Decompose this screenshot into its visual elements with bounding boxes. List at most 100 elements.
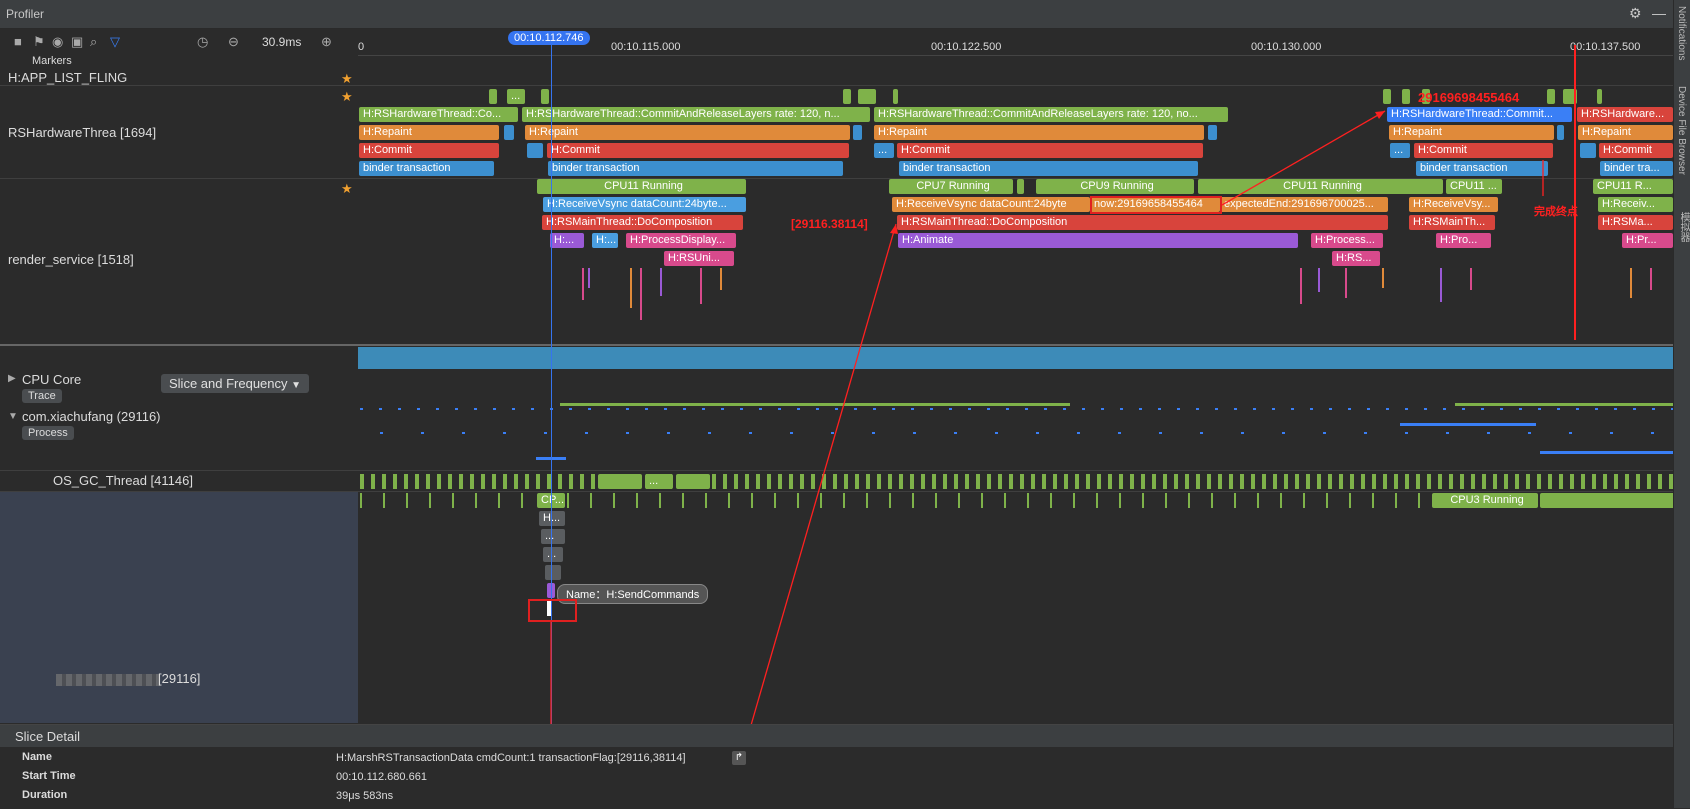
- time-ruler[interactable]: 00:10.112.746 0 00:10.115.000 00:10.122.…: [358, 29, 1673, 56]
- commit-slice[interactable]: H:Commit: [897, 143, 1203, 158]
- fling-mark[interactable]: [893, 89, 898, 104]
- cpu-running-slice[interactable]: CPU11 R...: [1593, 179, 1673, 194]
- rs-commit-slice[interactable]: H:RSHardware...: [1577, 107, 1673, 122]
- do-composition-slice[interactable]: H:RSMainThread::DoComposition: [897, 215, 1388, 230]
- process-slice[interactable]: H:Pro...: [1436, 233, 1491, 248]
- fling-mark[interactable]: [541, 89, 549, 104]
- cpu-running-slice[interactable]: CPU11 ...: [1446, 179, 1502, 194]
- receive-vsync-slice[interactable]: H:ReceiveVsync dataCount:24byte...: [543, 197, 746, 212]
- fling-mark[interactable]: [858, 89, 876, 104]
- time-cursor-line[interactable]: [551, 45, 552, 749]
- gc-running-slice[interactable]: ...: [645, 474, 673, 489]
- cpu-running-slice[interactable]: CPU11 Running: [1198, 179, 1443, 194]
- receive-vsync-slice[interactable]: H:ReceiveVsync dataCount:24byte: [892, 197, 1090, 212]
- rs-commit-slice[interactable]: H:RSHardwareThread::CommitAndReleaseLaye…: [874, 107, 1228, 122]
- gc-running-slice[interactable]: [598, 474, 642, 489]
- rs-uni-slice[interactable]: H:RSUni...: [664, 251, 734, 266]
- do-composition-slice[interactable]: H:RSMainTh...: [1409, 215, 1495, 230]
- fling-mark[interactable]: [1547, 89, 1555, 104]
- repaint-slice[interactable]: H:Repaint: [525, 125, 850, 140]
- repaint-slice[interactable]: H:Repaint: [359, 125, 499, 140]
- rs-slice[interactable]: H:RS...: [1332, 251, 1380, 266]
- cpu-running-slice[interactable]: [1017, 179, 1024, 194]
- small-slice[interactable]: [1208, 125, 1217, 140]
- cpu-running-slice[interactable]: CPU3 Running: [1432, 493, 1538, 508]
- stack-slice[interactable]: [545, 565, 561, 580]
- expand-cpu-core-icon[interactable]: ▶: [8, 373, 16, 384]
- fling-mark[interactable]: [1563, 89, 1577, 104]
- side-tab-device-file-browser[interactable]: Device File Browser: [1676, 86, 1687, 175]
- small-slice[interactable]: [504, 125, 514, 140]
- rs-commit-slice[interactable]: H:RSHardwareThread::Commit...: [1387, 107, 1572, 122]
- cpu-core-mode-select[interactable]: Slice and Frequency ▼: [161, 374, 310, 393]
- commit-slice[interactable]: H:Commit: [359, 143, 499, 158]
- reset-zoom-icon[interactable]: ◷: [197, 34, 209, 49]
- capture-icon[interactable]: ◉: [52, 34, 64, 49]
- fling-mark[interactable]: [1597, 89, 1602, 104]
- binder-slice[interactable]: binder tra...: [1600, 161, 1673, 176]
- cpu-running-slice[interactable]: CPU7 Running: [889, 179, 1013, 194]
- star-icon[interactable]: ★: [341, 71, 353, 86]
- do-composition-slice[interactable]: H:RSMainThread::DoComposition: [542, 215, 743, 230]
- fling-mark[interactable]: [1422, 89, 1430, 104]
- small-slice[interactable]: [1557, 125, 1564, 140]
- main-thread-slices[interactable]: [360, 493, 1673, 508]
- repaint-slice[interactable]: H:Repaint: [1578, 125, 1673, 140]
- side-tab-notifications[interactable]: Notifications: [1676, 6, 1687, 61]
- gc-running-slice[interactable]: [676, 474, 710, 489]
- fling-mark[interactable]: [843, 89, 851, 104]
- stop-icon[interactable]: ■: [14, 34, 22, 49]
- star-icon[interactable]: ★: [341, 181, 353, 196]
- stack-slice[interactable]: ...: [541, 529, 565, 544]
- minimize-icon[interactable]: —: [1652, 5, 1666, 21]
- repaint-slice[interactable]: H:Repaint: [874, 125, 1204, 140]
- small-slice[interactable]: [527, 143, 543, 158]
- do-composition-slice[interactable]: H:RSMa...: [1598, 215, 1673, 230]
- fling-mark[interactable]: [1402, 89, 1410, 104]
- vsync-now-slice[interactable]: now:29169658455464: [1090, 197, 1220, 212]
- small-slice[interactable]: ...: [874, 143, 894, 158]
- cpu-running-slice[interactable]: CPU9 Running: [1036, 179, 1194, 194]
- jump-to-slice-icon[interactable]: ↱: [732, 751, 746, 765]
- process-slice[interactable]: H:...: [592, 233, 618, 248]
- marsh-transaction-slice[interactable]: [547, 601, 551, 616]
- cpu-running-slice[interactable]: CPU11 Running: [537, 179, 746, 194]
- vsync-expected-slice[interactable]: expectedEnd:291696700025...: [1220, 197, 1388, 212]
- collapse-process-icon[interactable]: ▼: [8, 411, 18, 422]
- collapsed-track-strip[interactable]: [358, 347, 1673, 369]
- receive-vsync-slice[interactable]: H:Receiv...: [1598, 197, 1673, 212]
- binder-slice[interactable]: binder transaction: [899, 161, 1198, 176]
- process-display-slice[interactable]: H:ProcessDisplay...: [626, 233, 736, 248]
- repaint-slice[interactable]: H:Repaint: [1389, 125, 1554, 140]
- small-slice[interactable]: [853, 125, 862, 140]
- rs-commit-slice[interactable]: H:RSHardwareThread::CommitAndReleaseLaye…: [522, 107, 870, 122]
- process-activity-bar: [1455, 403, 1673, 406]
- filter-icon[interactable]: ▽: [110, 34, 120, 49]
- gear-icon[interactable]: ⚙: [1629, 5, 1642, 21]
- receive-vsync-slice[interactable]: H:ReceiveVsy...: [1409, 197, 1498, 212]
- fling-mark[interactable]: [489, 89, 497, 104]
- commit-slice[interactable]: H:Commit: [1599, 143, 1673, 158]
- process-slice[interactable]: H:Pr...: [1622, 233, 1673, 248]
- fling-mark[interactable]: ...: [507, 89, 525, 104]
- small-slice[interactable]: [1580, 143, 1596, 158]
- rs-commit-slice[interactable]: H:RSHardwareThread::Co...: [359, 107, 518, 122]
- cpu-running-slice[interactable]: [1540, 493, 1673, 508]
- process-slice[interactable]: H:...: [550, 233, 584, 248]
- process-slice[interactable]: H:Process...: [1311, 233, 1383, 248]
- fling-mark[interactable]: [1383, 89, 1391, 104]
- commit-slice[interactable]: H:Commit: [1414, 143, 1553, 158]
- search-icon[interactable]: ⌕: [90, 34, 98, 49]
- binder-slice[interactable]: binder transaction: [1416, 161, 1548, 176]
- animate-slice[interactable]: H:Animate: [898, 233, 1298, 248]
- star-icon[interactable]: ★: [341, 89, 353, 104]
- flag-icon[interactable]: ⚑: [33, 34, 45, 49]
- small-slice[interactable]: ...: [1390, 143, 1410, 158]
- commit-slice[interactable]: H:Commit: [547, 143, 849, 158]
- binder-slice[interactable]: binder transaction: [359, 161, 494, 176]
- zoom-out-icon[interactable]: ⊖: [228, 34, 239, 49]
- zoom-in-icon[interactable]: ⊕: [321, 34, 332, 49]
- screenshot-icon[interactable]: ▣: [71, 34, 84, 49]
- side-tab-emulator[interactable]: 模拟器: [1678, 212, 1689, 242]
- binder-slice[interactable]: binder transaction: [548, 161, 843, 176]
